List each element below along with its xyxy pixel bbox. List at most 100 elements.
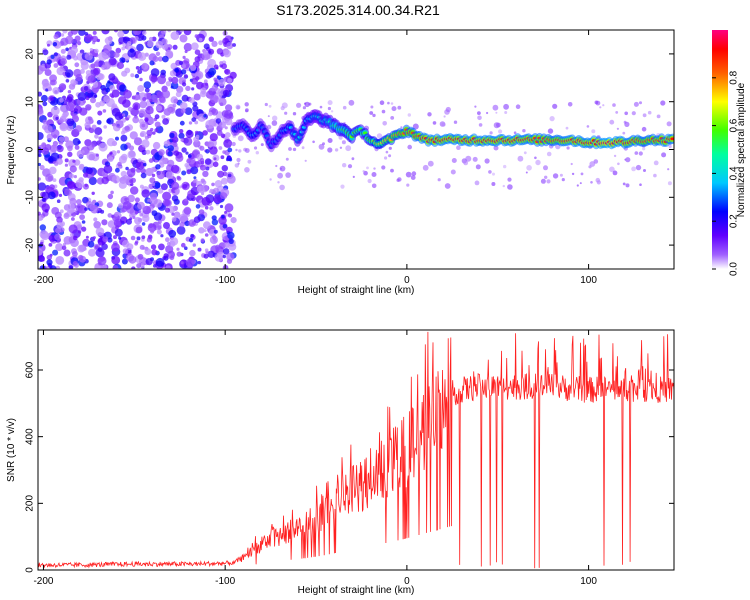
noise-blob <box>99 100 105 107</box>
noise-blob <box>172 103 177 108</box>
noise-blob <box>60 58 67 65</box>
noise-blob <box>507 177 512 182</box>
noise-blob <box>163 140 170 147</box>
noise-blob <box>347 164 353 169</box>
snr-x-ticks: -200 -100 0 100 <box>33 330 597 587</box>
noise-blob <box>342 163 347 168</box>
noise-blob <box>44 144 52 151</box>
noise-blob <box>666 121 672 127</box>
noise-blob <box>77 244 86 253</box>
noise-blob <box>195 134 200 139</box>
noise-blob <box>142 97 147 102</box>
noise-blob <box>224 132 231 138</box>
noise-blob <box>595 177 601 183</box>
noise-blob <box>44 69 52 76</box>
noise-blob <box>189 97 196 104</box>
noise-blob <box>412 123 419 130</box>
noise-blob <box>238 149 242 153</box>
noise-blob <box>137 69 143 75</box>
noise-blob <box>245 109 249 113</box>
noise-blob <box>123 174 129 181</box>
noise-blob <box>227 78 233 83</box>
noise-blob <box>145 149 151 155</box>
noise-blob <box>111 89 120 98</box>
noise-blob <box>183 43 193 52</box>
noise-blob <box>68 207 75 214</box>
noise-blob <box>41 142 47 148</box>
noise-blob <box>49 144 58 153</box>
noise-blob <box>173 79 178 85</box>
noise-blob <box>194 130 199 135</box>
noise-blob <box>639 101 642 105</box>
noise-blob <box>624 158 627 161</box>
noise-blob <box>137 253 144 260</box>
noise-blob <box>151 36 157 42</box>
noise-blob <box>134 217 142 225</box>
noise-blob <box>42 101 48 107</box>
noise-blob <box>120 216 128 224</box>
noise-blob <box>184 74 188 78</box>
noise-blob <box>594 100 599 105</box>
noise-blob <box>122 201 132 210</box>
noise-blob <box>647 110 652 115</box>
noise-blob <box>162 55 169 63</box>
noise-blob <box>85 235 89 239</box>
noise-blob <box>244 102 249 107</box>
noise-blob <box>151 173 156 178</box>
noise-blob <box>388 154 392 158</box>
noise-blob <box>63 136 69 143</box>
noise-blob <box>64 69 74 78</box>
noise-blob <box>385 150 389 154</box>
noise-blob <box>534 156 537 160</box>
noise-blob <box>407 144 413 150</box>
noise-blob <box>292 147 297 152</box>
noise-blob <box>107 80 111 84</box>
noise-blob <box>112 265 119 269</box>
noise-blob <box>72 138 81 146</box>
noise-blob <box>381 109 386 114</box>
noise-blob <box>137 201 145 210</box>
noise-blob <box>159 173 164 179</box>
noise-blob <box>77 41 82 46</box>
noise-blob <box>157 219 162 224</box>
noise-blob <box>491 182 496 186</box>
noise-blob <box>156 229 162 235</box>
noise-blob <box>232 43 237 47</box>
noise-blob <box>549 116 555 122</box>
noise-blob <box>79 214 85 221</box>
noise-blob <box>373 167 376 170</box>
y-tick-label: -10 <box>25 190 36 205</box>
noise-blob <box>244 148 250 153</box>
noise-blob <box>133 137 143 146</box>
noise-blob <box>156 91 164 99</box>
noise-blob <box>190 233 195 238</box>
noise-blob <box>625 183 630 188</box>
x-tick-label: 0 <box>404 576 410 587</box>
noise-blob <box>56 216 63 224</box>
noise-blob <box>197 247 202 252</box>
noise-blob <box>122 248 129 254</box>
noise-blob <box>244 167 250 173</box>
noise-blob <box>132 116 140 124</box>
noise-blob <box>477 115 482 121</box>
noise-blob <box>667 168 670 171</box>
noise-blob <box>50 129 60 138</box>
noise-blob <box>224 210 228 214</box>
noise-blob <box>162 256 167 260</box>
y-tick-label: 20 <box>25 48 36 60</box>
noise-blob <box>498 129 503 134</box>
noise-blob <box>82 100 86 104</box>
noise-blob <box>633 101 639 107</box>
noise-blob <box>484 158 490 164</box>
noise-blob <box>200 238 205 243</box>
noise-blob <box>170 62 178 70</box>
y-tick-label: 200 <box>25 495 36 512</box>
noise-blob <box>94 48 99 54</box>
noise-blob <box>52 87 60 95</box>
noise-blob <box>210 108 219 116</box>
noise-blob <box>190 64 197 71</box>
snr-line <box>38 331 674 569</box>
noise-blob <box>75 125 82 133</box>
noise-blob <box>42 119 48 125</box>
noise-blob <box>247 159 252 164</box>
